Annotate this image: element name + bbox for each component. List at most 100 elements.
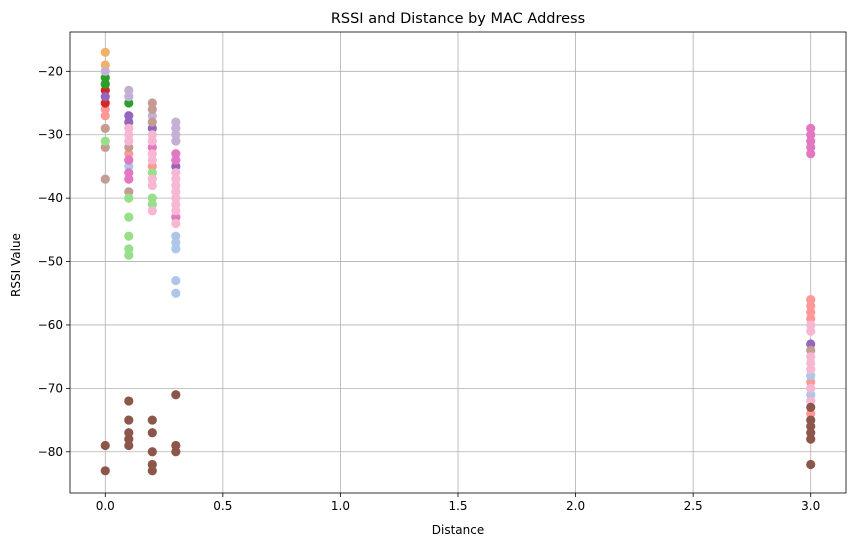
data-point bbox=[147, 117, 157, 127]
data-point bbox=[124, 98, 134, 108]
data-point bbox=[100, 79, 110, 89]
data-point bbox=[147, 111, 157, 121]
data-point bbox=[806, 434, 816, 444]
x-tick-label: 2.5 bbox=[684, 499, 703, 513]
data-point bbox=[100, 136, 110, 146]
data-point bbox=[124, 117, 134, 127]
data-point bbox=[124, 142, 134, 153]
data-point bbox=[171, 199, 181, 210]
data-point bbox=[171, 244, 181, 254]
data-point bbox=[806, 352, 816, 362]
data-point bbox=[806, 459, 816, 470]
axis-ticks: 0.0 0.5 1.0 1.5 2.0 2.5 3.0 −80 −70 −60 −50 −40 −30 −… bbox=[38, 64, 821, 513]
x-tick-label: 0.0 bbox=[96, 499, 115, 513]
data-point bbox=[806, 326, 816, 336]
data-point bbox=[124, 434, 134, 444]
data-point bbox=[806, 314, 816, 324]
data-point bbox=[124, 187, 134, 197]
data-point bbox=[100, 73, 110, 83]
data-point bbox=[147, 136, 157, 146]
data-point bbox=[124, 85, 134, 95]
y-tick-label: −60 bbox=[38, 318, 63, 332]
data-point bbox=[806, 377, 816, 387]
x-tick-label: 1.0 bbox=[331, 499, 350, 513]
y-tick-label: −50 bbox=[38, 255, 63, 269]
data-point bbox=[100, 440, 110, 451]
data-point bbox=[124, 123, 134, 133]
data-point bbox=[171, 447, 181, 457]
data-point bbox=[147, 206, 157, 216]
x-tick-label: 3.0 bbox=[801, 499, 820, 513]
data-point bbox=[147, 415, 157, 425]
data-point bbox=[100, 60, 110, 70]
data-point bbox=[171, 288, 181, 298]
data-point bbox=[806, 320, 816, 330]
x-axis-label: Distance bbox=[432, 523, 484, 537]
data-point bbox=[147, 123, 157, 133]
data-point bbox=[147, 199, 157, 210]
data-point bbox=[171, 187, 181, 197]
data-points bbox=[100, 47, 816, 476]
data-point bbox=[100, 174, 110, 184]
data-point bbox=[124, 440, 134, 451]
data-point bbox=[100, 104, 110, 114]
y-axis-label: RSSI Value bbox=[9, 233, 23, 297]
data-point bbox=[171, 231, 181, 241]
data-point bbox=[147, 142, 157, 153]
data-point bbox=[100, 47, 110, 57]
data-point bbox=[806, 301, 816, 311]
data-point bbox=[806, 142, 816, 153]
data-point bbox=[147, 193, 157, 203]
data-point bbox=[147, 447, 157, 457]
data-point bbox=[147, 104, 157, 114]
data-point bbox=[806, 390, 816, 400]
data-point bbox=[806, 428, 816, 438]
data-point bbox=[124, 161, 134, 172]
data-point bbox=[806, 421, 816, 432]
data-point bbox=[806, 149, 816, 159]
data-point bbox=[100, 123, 110, 133]
data-point bbox=[147, 149, 157, 159]
data-point bbox=[100, 142, 110, 153]
data-point bbox=[147, 459, 157, 470]
data-point bbox=[806, 409, 816, 419]
data-point bbox=[100, 92, 110, 102]
y-tick-label: −20 bbox=[38, 64, 63, 78]
data-point bbox=[147, 130, 157, 140]
data-point bbox=[124, 193, 134, 203]
y-tick-label: −40 bbox=[38, 191, 63, 205]
data-point bbox=[171, 180, 181, 191]
data-point bbox=[806, 358, 816, 368]
data-point bbox=[171, 123, 181, 133]
data-point bbox=[171, 390, 181, 400]
data-point bbox=[124, 136, 134, 146]
data-point bbox=[171, 136, 181, 146]
data-point bbox=[806, 294, 816, 305]
data-point bbox=[100, 466, 110, 476]
data-point bbox=[100, 111, 110, 121]
data-point bbox=[124, 149, 134, 159]
data-point bbox=[171, 174, 181, 184]
data-point bbox=[147, 155, 157, 165]
data-point bbox=[147, 168, 157, 178]
data-point bbox=[147, 466, 157, 476]
data-point bbox=[171, 212, 181, 222]
data-point bbox=[124, 415, 134, 425]
data-point bbox=[171, 161, 181, 172]
data-point bbox=[806, 307, 816, 317]
data-point bbox=[171, 130, 181, 140]
data-point bbox=[806, 415, 816, 425]
data-point bbox=[147, 428, 157, 438]
data-point bbox=[171, 149, 181, 159]
data-point bbox=[806, 383, 816, 393]
data-point bbox=[147, 161, 157, 172]
data-point bbox=[124, 396, 134, 406]
x-tick-label: 2.0 bbox=[566, 499, 585, 513]
chart-title: RSSI and Distance by MAC Address bbox=[331, 11, 585, 27]
data-point bbox=[171, 218, 181, 229]
data-point bbox=[124, 174, 134, 184]
data-point bbox=[171, 440, 181, 451]
data-point bbox=[806, 396, 816, 406]
